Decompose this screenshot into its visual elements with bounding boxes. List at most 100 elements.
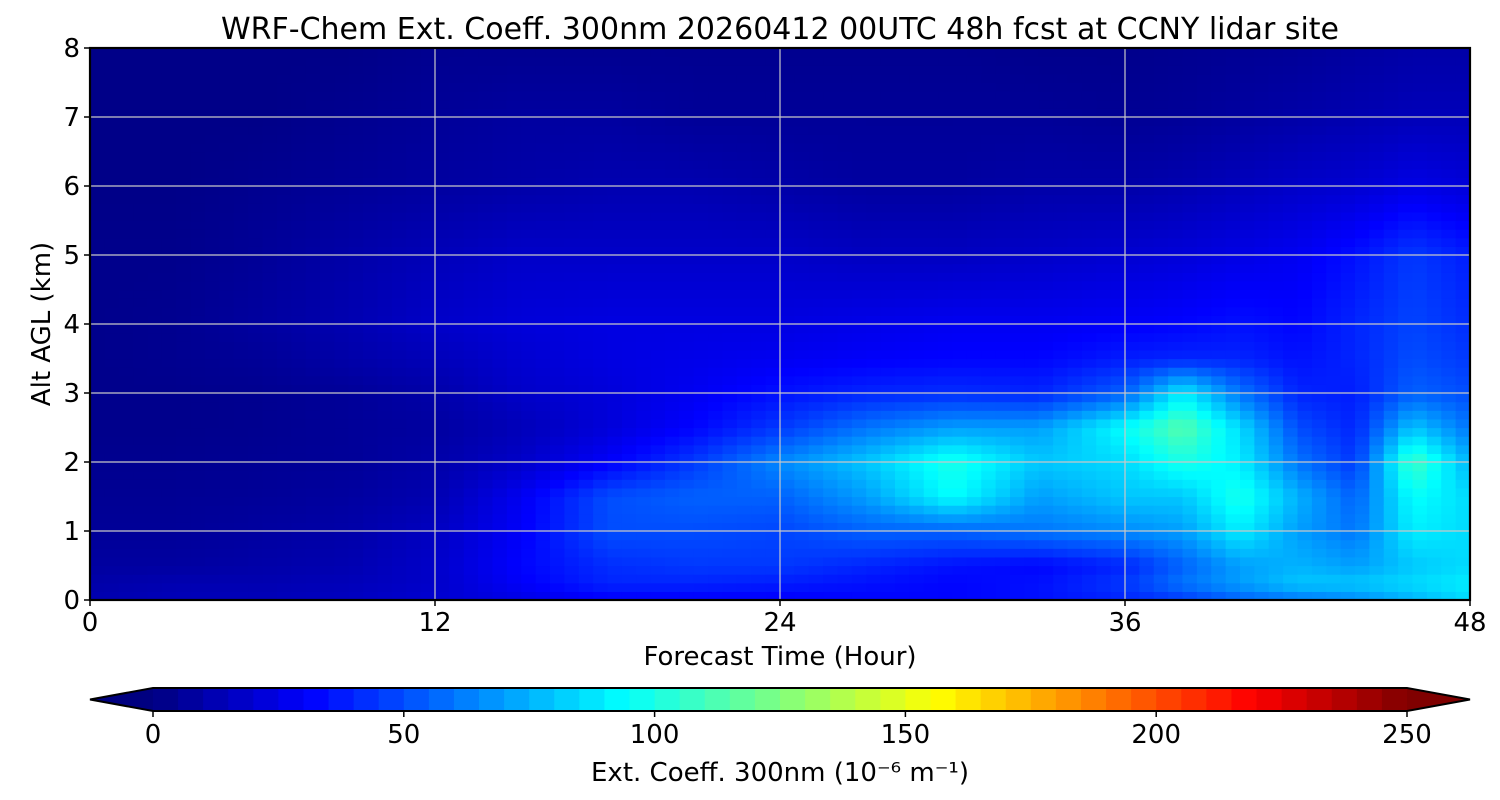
heatmap-cell	[808, 487, 824, 498]
heatmap-cell	[765, 427, 781, 437]
heatmap-cell	[966, 263, 982, 273]
heatmap-cell	[1067, 229, 1083, 239]
heatmap-cell	[348, 401, 364, 411]
heatmap-cell	[650, 82, 666, 92]
heatmap-cell	[147, 453, 163, 463]
heatmap-cell	[823, 48, 839, 58]
heatmap-cell	[161, 539, 177, 549]
heatmap-cell	[1196, 548, 1212, 558]
heatmap-cell	[291, 358, 307, 368]
heatmap-cell	[780, 306, 795, 316]
heatmap-cell	[348, 591, 364, 600]
heatmap-cell	[118, 410, 134, 420]
heatmap-cell	[1010, 151, 1025, 161]
heatmap-cell	[1024, 117, 1040, 127]
heatmap-cell	[478, 401, 494, 411]
heatmap-cell	[938, 203, 954, 213]
heatmap-cell	[1010, 418, 1025, 429]
heatmap-cell	[765, 255, 781, 265]
heatmap-cell	[1081, 82, 1097, 92]
heatmap-cell	[463, 65, 479, 75]
heatmap-cell	[736, 203, 752, 213]
heatmap-cell	[722, 410, 738, 420]
heatmap-cell	[679, 548, 695, 558]
heatmap-cell	[406, 496, 422, 506]
heatmap-cell	[823, 401, 839, 411]
heatmap-cell	[262, 272, 278, 282]
heatmap-cell	[1182, 470, 1198, 480]
heatmap-cell	[535, 108, 551, 118]
heatmap-cell	[320, 401, 335, 411]
heatmap-cell	[449, 462, 465, 472]
heatmap-cell	[895, 186, 910, 196]
heatmap-cell	[506, 375, 522, 385]
heatmap-cell	[578, 177, 594, 187]
heatmap-cell	[1125, 289, 1140, 299]
heatmap-cell	[722, 315, 738, 325]
heatmap-cell	[593, 315, 609, 325]
heatmap-cell	[909, 99, 925, 109]
heatmap-cell	[521, 539, 537, 549]
heatmap-cell	[406, 367, 422, 377]
heatmap-cell	[1096, 453, 1112, 463]
heatmap-cell	[233, 134, 249, 144]
heatmap-cell	[248, 186, 264, 196]
heatmap-cell	[952, 453, 968, 463]
heatmap-cell	[708, 418, 724, 429]
heatmap-cell	[1182, 151, 1198, 161]
heatmap-cell	[665, 229, 680, 239]
heatmap-cell	[90, 255, 105, 265]
heatmap-cell	[765, 470, 781, 480]
heatmap-cell	[420, 384, 436, 394]
heatmap-cell	[147, 99, 163, 109]
heatmap-cell	[780, 151, 795, 161]
heatmap-cell	[593, 375, 609, 385]
heatmap-cell	[133, 82, 149, 92]
heatmap-cell	[607, 306, 623, 316]
heatmap-cell	[621, 565, 637, 575]
heatmap-cell	[205, 436, 220, 446]
heatmap-cell	[679, 574, 695, 584]
heatmap-cell	[1110, 522, 1126, 532]
heatmap-cell	[406, 134, 422, 144]
heatmap-cell	[363, 531, 379, 541]
heatmap-cell	[205, 349, 220, 360]
heatmap-cell	[621, 280, 637, 291]
heatmap-cell	[233, 108, 249, 118]
heatmap-cell	[693, 194, 709, 204]
heatmap-cell	[780, 565, 795, 575]
heatmap-cell	[1053, 393, 1069, 403]
heatmap-cell	[205, 82, 220, 92]
heatmap-cell	[823, 341, 839, 351]
heatmap-cell	[449, 99, 465, 109]
heatmap-cell	[636, 410, 652, 420]
heatmap-cell	[1182, 211, 1198, 222]
heatmap-cell	[837, 298, 853, 308]
heatmap-cell	[1182, 73, 1198, 84]
heatmap-cell	[506, 237, 522, 247]
heatmap-cell	[794, 384, 810, 394]
heatmap-cell	[1110, 582, 1126, 592]
heatmap-cell	[837, 496, 853, 506]
heatmap-cell	[1110, 487, 1126, 498]
heatmap-cell	[607, 436, 623, 446]
heatmap-cell	[449, 194, 465, 204]
heatmap-cell	[435, 298, 450, 308]
heatmap-cell	[1153, 168, 1169, 178]
heatmap-cell	[1053, 151, 1069, 161]
heatmap-cell	[607, 531, 623, 541]
heatmap-cell	[90, 246, 105, 256]
heatmap-cell	[851, 82, 867, 92]
heatmap-cell	[780, 263, 795, 273]
heatmap-cell	[851, 384, 867, 394]
heatmap-cell	[190, 522, 206, 532]
heatmap-cell	[377, 151, 393, 161]
heatmap-cell	[952, 272, 968, 282]
heatmap-cell	[1053, 479, 1069, 489]
heatmap-cell	[118, 194, 134, 204]
heatmap-cell	[1067, 306, 1083, 316]
heatmap-cell	[334, 272, 350, 282]
heatmap-cell	[176, 393, 192, 403]
heatmap-cell	[722, 582, 738, 592]
heatmap-cell	[90, 298, 105, 308]
